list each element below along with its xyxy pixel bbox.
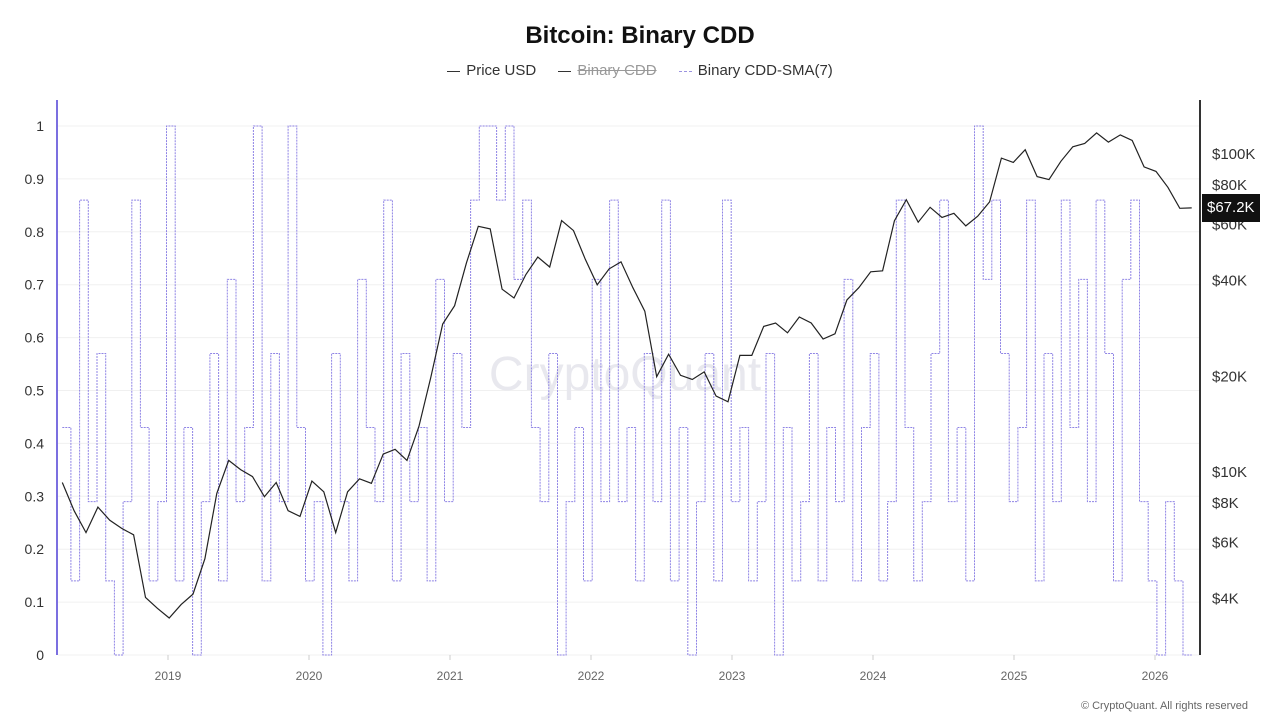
- line-swatch-icon: [558, 70, 572, 72]
- line-swatch-icon: [447, 70, 461, 72]
- left-tick-label: 0: [36, 647, 44, 663]
- legend-label: Binary CDD-SMA(7): [697, 62, 833, 79]
- legend-label: Binary CDD: [577, 62, 657, 79]
- x-tick-label: 2024: [860, 669, 887, 683]
- legend-item-binary-cdd-sma7[interactable]: Binary CDD-SMA(7): [678, 62, 833, 79]
- right-tick-label: $6K: [1212, 535, 1239, 552]
- chart-title: Bitcoin: Binary CDD: [525, 22, 755, 49]
- x-tick-label: 2026: [1142, 669, 1169, 683]
- left-tick-label: 0.1: [25, 594, 45, 610]
- x-tick-label: 2025: [1001, 669, 1028, 683]
- x-tick-label: 2023: [719, 669, 746, 683]
- legend-item-price-usd[interactable]: Price USD: [447, 62, 536, 79]
- right-tick-label: $80K: [1212, 177, 1247, 194]
- right-tick-label: $40K: [1212, 273, 1247, 290]
- x-tick-label: 2022: [578, 669, 605, 683]
- left-tick-label: 0.5: [25, 383, 45, 399]
- right-tick-label: $100K: [1212, 146, 1255, 163]
- x-tick-label: 2020: [296, 669, 323, 683]
- legend: Price USD Binary CDD Binary CDD-SMA(7): [0, 62, 1280, 79]
- left-tick-label: 0.9: [25, 171, 45, 187]
- right-tick-label: $20K: [1212, 368, 1247, 385]
- watermark: CryptoQuant: [489, 348, 761, 401]
- left-tick-label: 0.3: [25, 488, 45, 504]
- left-tick-label: 0.4: [25, 435, 45, 451]
- left-tick-label: 1: [36, 118, 44, 134]
- x-tick-label: 2021: [437, 669, 464, 683]
- left-tick-label: 0.7: [25, 277, 45, 293]
- x-tick-label: 2019: [155, 669, 182, 683]
- left-tick-label: 0.8: [25, 224, 45, 240]
- left-tick-label: 0.2: [25, 541, 45, 557]
- copyright: © CryptoQuant. All rights reserved: [1080, 700, 1248, 712]
- legend-label: Price USD: [466, 62, 537, 79]
- price-usd-line: [61, 132, 1192, 619]
- dashed-swatch-icon: [678, 70, 692, 72]
- right-tick-label: $10K: [1212, 464, 1247, 481]
- right-tick-label: $4K: [1212, 591, 1239, 608]
- current-price-tag: $67.2K: [1202, 194, 1260, 222]
- legend-item-binary-cdd[interactable]: Binary CDD: [558, 62, 657, 79]
- binary-cdd-sma7-line: [62, 125, 1192, 656]
- right-tick-label: $8K: [1212, 495, 1239, 512]
- left-tick-label: 0.6: [25, 330, 45, 346]
